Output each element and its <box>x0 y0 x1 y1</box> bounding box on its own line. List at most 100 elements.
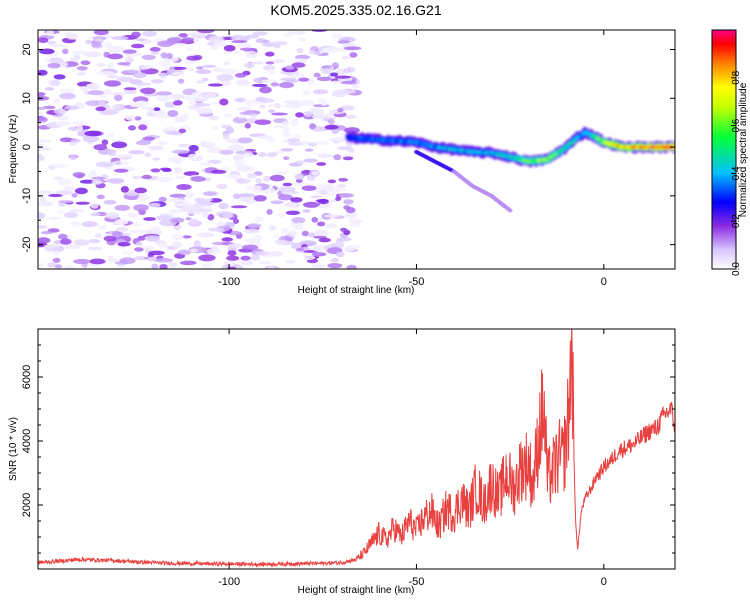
noise-blob <box>302 209 311 213</box>
x-tick-label: -50 <box>408 276 424 288</box>
noise-blob <box>203 141 216 147</box>
noise-blob <box>103 80 122 87</box>
noise-blob <box>196 107 213 115</box>
noise-blob <box>178 143 191 148</box>
noise-blob <box>221 81 231 86</box>
noise-blob <box>148 202 161 208</box>
noise-blob <box>114 94 123 102</box>
noise-blob <box>246 100 253 107</box>
noise-blob <box>336 184 347 188</box>
spectrogram-axes: -100 -50 0 20 10 0 -10 -20 <box>21 30 675 288</box>
noise-blob <box>215 221 227 227</box>
noise-blob <box>337 107 344 113</box>
noise-blob <box>107 62 115 69</box>
noise-blob <box>141 174 152 180</box>
noise-blob <box>53 74 66 80</box>
noise-blob <box>51 164 70 168</box>
noise-blob <box>130 229 148 234</box>
noise-blob <box>142 136 156 141</box>
noise-blob <box>245 34 259 39</box>
noise-blob <box>227 243 243 249</box>
noise-blob <box>270 82 280 87</box>
noise-blob <box>49 57 64 64</box>
noise-blob <box>89 258 106 265</box>
noise-blob <box>117 242 131 247</box>
noise-blob <box>268 109 276 113</box>
noise-blob <box>64 265 75 269</box>
noise-blob <box>60 238 72 245</box>
noise-blob <box>324 214 340 218</box>
noise-blob <box>334 75 351 79</box>
noise-blob <box>268 224 277 231</box>
noise-blob <box>342 156 354 161</box>
noise-blob <box>301 185 317 191</box>
noise-blob <box>47 216 62 220</box>
noise-blob <box>171 241 183 248</box>
noise-blob <box>90 203 99 209</box>
noise-blob <box>178 78 185 84</box>
noise-blob <box>300 101 316 106</box>
noise-blob <box>64 105 79 110</box>
noise-blob <box>187 153 198 161</box>
noise-blob <box>107 255 115 263</box>
noise-blob <box>239 111 254 116</box>
noise-blob <box>207 214 215 221</box>
noise-blob <box>38 142 45 147</box>
noise-blob <box>115 154 133 158</box>
noise-blob <box>38 262 45 267</box>
noise-blob <box>44 244 60 248</box>
noise-blob <box>182 235 192 239</box>
noise-blob <box>295 178 303 183</box>
noise-blob <box>266 209 273 215</box>
noise-blob <box>240 255 251 261</box>
noise-blob <box>125 115 136 121</box>
noise-blob <box>173 100 183 106</box>
noise-blob <box>175 202 188 207</box>
noise-blob <box>327 119 335 125</box>
noise-blob <box>311 114 327 119</box>
noise-blob <box>91 176 106 180</box>
noise-blob <box>338 193 355 198</box>
noise-blob <box>269 174 285 182</box>
noise-blob <box>227 250 237 256</box>
noise-blob <box>223 61 230 66</box>
y-tick-label: 20 <box>21 43 33 55</box>
noise-blob <box>255 178 262 184</box>
noise-blob <box>291 119 299 126</box>
noise-blob <box>270 200 284 205</box>
noise-blob <box>295 112 304 118</box>
noise-blob <box>272 125 289 129</box>
noise-blob <box>96 225 109 230</box>
noise-blob <box>329 72 339 77</box>
noise-blob <box>107 53 124 60</box>
noise-blob <box>97 99 107 107</box>
noise-blob <box>169 193 187 198</box>
noise-blob <box>52 250 60 256</box>
noise-blob <box>308 50 324 55</box>
noise-blob <box>157 242 168 248</box>
noise-blob <box>60 88 75 93</box>
noise-blob <box>219 149 234 155</box>
noise-blob <box>318 237 331 243</box>
noise-blob <box>250 254 260 261</box>
noise-blob <box>195 103 211 107</box>
noise-blob <box>317 198 329 205</box>
noise-blob <box>221 237 234 242</box>
noise-blob <box>311 216 318 223</box>
noise-blob <box>208 115 219 121</box>
noise-blob <box>325 223 338 229</box>
noise-blob <box>105 212 120 220</box>
noise-blob <box>208 36 224 43</box>
noise-blob <box>96 63 106 67</box>
noise-blob <box>75 201 90 205</box>
noise-blob <box>348 219 363 224</box>
noise-blob <box>48 193 63 198</box>
noise-blob <box>89 170 97 176</box>
noise-blob <box>329 80 344 85</box>
noise-blob <box>282 127 291 134</box>
noise-blob <box>117 62 131 66</box>
noise-blob <box>189 248 199 253</box>
noise-blob <box>311 264 326 268</box>
noise-blob <box>68 208 86 213</box>
noise-blob <box>144 235 161 242</box>
